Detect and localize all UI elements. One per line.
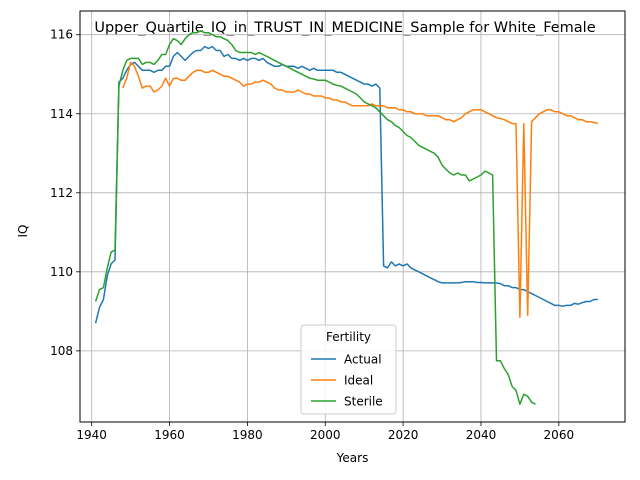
x-tick-label: 2020: [388, 428, 419, 442]
legend: Fertility Actual Ideal Sterile: [300, 324, 397, 415]
x-tick-label: 1960: [154, 428, 185, 442]
y-tick-label: 114: [50, 107, 73, 121]
grid-lines: [80, 11, 625, 422]
x-axis-label: Years: [336, 451, 369, 465]
y-axis-ticks: 108 110 112 114 116: [50, 28, 80, 358]
y-axis-label: IQ: [16, 225, 30, 238]
plot-frame: [79, 10, 626, 423]
x-tick-label: 2060: [544, 428, 575, 442]
series-line-actual: [94, 45, 598, 324]
y-tick-label: 110: [50, 265, 73, 279]
x-tick-label: 1940: [76, 428, 107, 442]
chart-title: Upper_Quartile_IQ_in_TRUST_IN_MEDICINE_S…: [94, 20, 595, 36]
x-tick-label: 2040: [466, 428, 497, 442]
x-tick-label: 1980: [232, 428, 263, 442]
y-tick-label: 112: [50, 186, 73, 200]
series-line-ideal: [122, 61, 599, 319]
x-axis-ticks: 1940 1960 1980 2000 2020 2040 2060: [76, 422, 574, 442]
x-tick-label: 2000: [310, 428, 341, 442]
legend-label-sterile: Sterile: [344, 395, 383, 409]
legend-title: Fertility: [326, 330, 371, 344]
y-tick-label: 108: [50, 344, 73, 358]
legend-label-actual: Actual: [344, 353, 382, 367]
series-lines: [94, 30, 599, 405]
legend-label-ideal: Ideal: [344, 374, 373, 388]
y-tick-label: 116: [50, 28, 73, 42]
series-line-sterile: [94, 30, 536, 405]
legend-box: [300, 324, 397, 415]
